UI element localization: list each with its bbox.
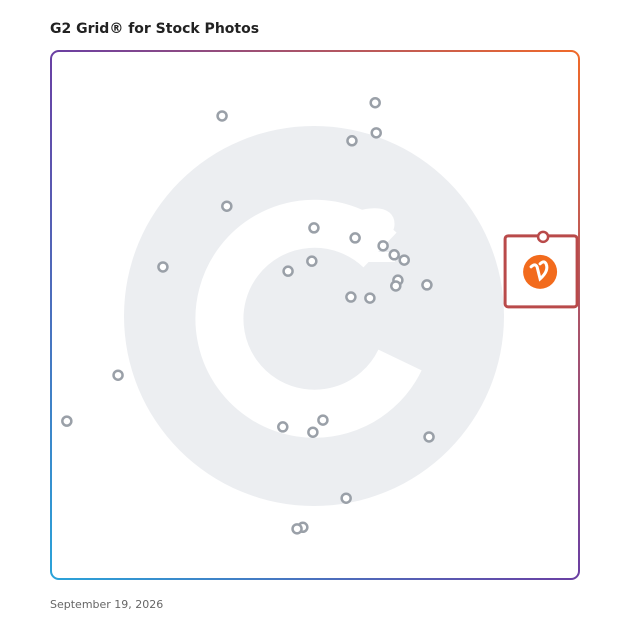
point	[317, 414, 329, 426]
point	[364, 292, 376, 304]
point	[112, 369, 124, 381]
date: September 19, 2026	[50, 598, 163, 611]
point	[421, 279, 433, 291]
point	[308, 222, 320, 234]
point	[388, 249, 400, 261]
watermark: 2	[124, 126, 504, 506]
highlight-point	[536, 230, 550, 244]
highlight-logo-glyph	[529, 260, 549, 282]
point	[369, 96, 381, 109]
point	[157, 261, 169, 273]
point	[277, 421, 289, 433]
point	[340, 492, 352, 504]
point	[377, 240, 389, 252]
chart-title: G2 Grid® for Stock Photos	[50, 21, 259, 37]
point	[306, 255, 318, 267]
point	[346, 135, 358, 147]
point	[345, 291, 357, 303]
point	[370, 127, 382, 139]
point	[291, 523, 303, 535]
point	[221, 200, 233, 212]
point	[307, 426, 319, 438]
point	[216, 110, 228, 122]
point	[398, 254, 410, 266]
grid-border	[50, 50, 580, 580]
point	[61, 415, 73, 427]
point	[423, 431, 435, 443]
point	[349, 232, 361, 244]
highlight-logo	[523, 254, 558, 289]
point	[390, 280, 402, 292]
point	[282, 265, 294, 277]
